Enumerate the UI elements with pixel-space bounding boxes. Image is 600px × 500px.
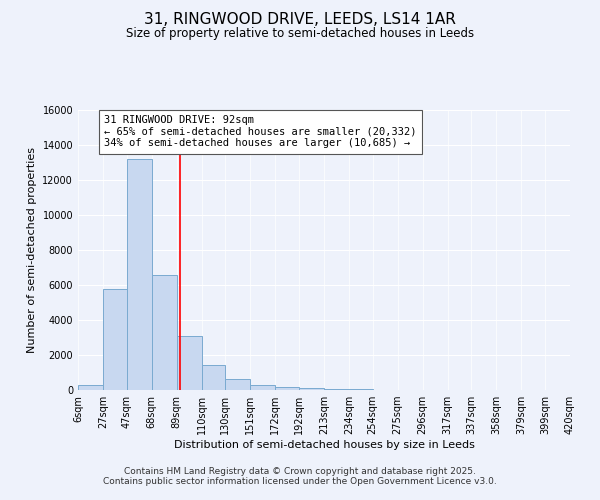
Bar bbox=[324, 389, 349, 390]
Bar bbox=[275, 386, 299, 390]
Bar bbox=[299, 388, 324, 390]
Bar bbox=[152, 274, 176, 390]
Bar bbox=[103, 288, 127, 390]
Bar bbox=[78, 385, 103, 390]
Text: 31 RINGWOOD DRIVE: 92sqm
← 65% of semi-detached houses are smaller (20,332)
34% : 31 RINGWOOD DRIVE: 92sqm ← 65% of semi-d… bbox=[104, 116, 416, 148]
Bar bbox=[176, 336, 202, 390]
Text: Contains HM Land Registry data © Crown copyright and database right 2025.: Contains HM Land Registry data © Crown c… bbox=[124, 467, 476, 476]
Text: 31, RINGWOOD DRIVE, LEEDS, LS14 1AR: 31, RINGWOOD DRIVE, LEEDS, LS14 1AR bbox=[144, 12, 456, 28]
Y-axis label: Number of semi-detached properties: Number of semi-detached properties bbox=[27, 147, 37, 353]
Text: Size of property relative to semi-detached houses in Leeds: Size of property relative to semi-detach… bbox=[126, 28, 474, 40]
Bar bbox=[127, 159, 152, 390]
Bar bbox=[226, 379, 250, 390]
X-axis label: Distribution of semi-detached houses by size in Leeds: Distribution of semi-detached houses by … bbox=[173, 440, 475, 450]
Bar bbox=[202, 364, 226, 390]
Text: Contains public sector information licensed under the Open Government Licence v3: Contains public sector information licen… bbox=[103, 477, 497, 486]
Bar bbox=[250, 385, 275, 390]
